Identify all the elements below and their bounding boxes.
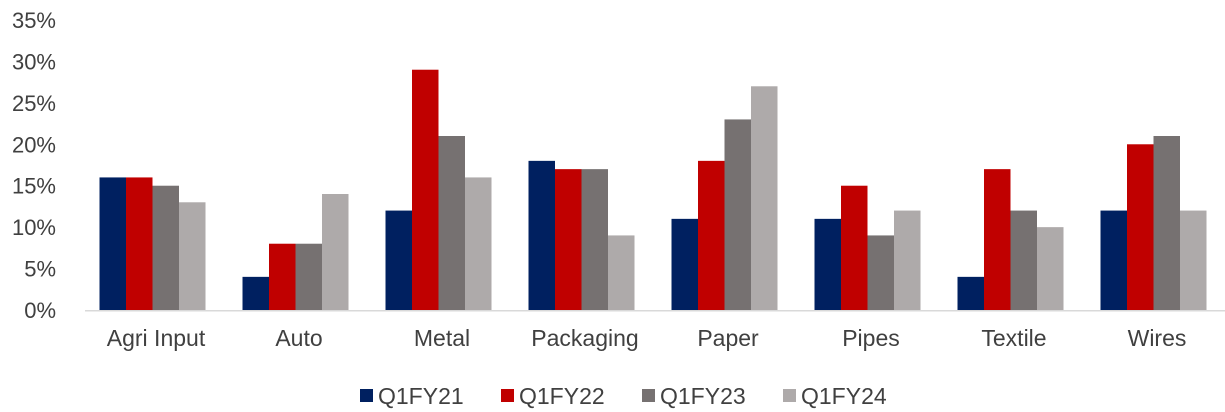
y-tick-label: 0% bbox=[24, 298, 56, 323]
bar-packaging-q1fy21 bbox=[528, 160, 555, 310]
y-tick-label: 20% bbox=[12, 132, 56, 157]
legend-label: Q1FY23 bbox=[660, 383, 746, 409]
legend-swatch bbox=[642, 389, 655, 402]
x-tick-label: Wires bbox=[1128, 325, 1187, 351]
bar-pipes-q1fy21 bbox=[814, 218, 841, 310]
bar-auto-q1fy22 bbox=[269, 243, 296, 310]
bar-paper-q1fy24 bbox=[751, 86, 778, 311]
legend-item-q1fy22: Q1FY22 bbox=[501, 383, 605, 409]
legend-item-q1fy21: Q1FY21 bbox=[360, 383, 464, 409]
x-tick-label: Packaging bbox=[531, 325, 638, 351]
y-tick-label: 10% bbox=[12, 215, 56, 240]
bar-wires-q1fy21 bbox=[1100, 210, 1127, 310]
legend: Q1FY21 Q1FY22 Q1FY23 Q1FY24 bbox=[360, 383, 887, 409]
bar-textile-q1fy21 bbox=[957, 276, 984, 310]
bar-auto-q1fy24 bbox=[322, 194, 349, 310]
bar-packaging-q1fy24 bbox=[608, 235, 635, 310]
legend-swatch bbox=[360, 389, 373, 402]
bar-metal-q1fy21 bbox=[385, 210, 412, 310]
y-tick-label: 5% bbox=[24, 257, 56, 282]
bar-pipes-q1fy23 bbox=[867, 235, 894, 310]
bar-agri-input-q1fy21 bbox=[99, 177, 126, 310]
bar-packaging-q1fy23 bbox=[581, 169, 608, 310]
bar-paper-q1fy21 bbox=[671, 218, 698, 310]
bar-metal-q1fy24 bbox=[465, 177, 492, 310]
bars-group bbox=[99, 69, 1207, 311]
bar-pipes-q1fy24 bbox=[894, 210, 921, 310]
x-tick-label: Pipes bbox=[842, 325, 900, 351]
bar-agri-input-q1fy22 bbox=[126, 177, 153, 310]
bar-wires-q1fy24 bbox=[1180, 210, 1207, 310]
bar-packaging-q1fy22 bbox=[555, 169, 582, 310]
y-tick-label: 30% bbox=[12, 49, 56, 74]
bar-agri-input-q1fy24 bbox=[179, 202, 206, 310]
bar-pipes-q1fy22 bbox=[841, 185, 868, 310]
y-tick-label: 35% bbox=[12, 8, 56, 33]
bar-auto-q1fy23 bbox=[295, 243, 322, 310]
bar-metal-q1fy23 bbox=[438, 136, 465, 310]
bar-paper-q1fy23 bbox=[724, 119, 751, 310]
y-tick-label: 25% bbox=[12, 91, 56, 116]
x-tick-label: Auto bbox=[275, 325, 322, 351]
legend-label: Q1FY22 bbox=[519, 383, 605, 409]
x-tick-label: Textile bbox=[981, 325, 1046, 351]
legend-swatch bbox=[501, 389, 514, 402]
bar-wires-q1fy22 bbox=[1127, 144, 1154, 310]
legend-label: Q1FY21 bbox=[378, 383, 464, 409]
bar-paper-q1fy22 bbox=[698, 160, 725, 310]
legend-item-q1fy24: Q1FY24 bbox=[783, 383, 887, 409]
bar-textile-q1fy22 bbox=[984, 169, 1011, 310]
bar-wires-q1fy23 bbox=[1153, 136, 1180, 310]
bar-auto-q1fy21 bbox=[242, 276, 269, 310]
bar-textile-q1fy24 bbox=[1037, 227, 1064, 310]
legend-label: Q1FY24 bbox=[801, 383, 887, 409]
x-tick-label: Metal bbox=[414, 325, 470, 351]
legend-item-q1fy23: Q1FY23 bbox=[642, 383, 746, 409]
bar-textile-q1fy23 bbox=[1010, 210, 1037, 310]
y-axis: 0% 5% 10% 15% 20% 25% 30% 35% bbox=[12, 8, 56, 323]
bar-agri-input-q1fy23 bbox=[152, 185, 179, 310]
y-tick-label: 15% bbox=[12, 174, 56, 199]
legend-swatch bbox=[783, 389, 796, 402]
x-axis-labels: Agri Input Auto Metal Packaging Paper Pipes Te… bbox=[107, 325, 1187, 351]
x-tick-label: Agri Input bbox=[107, 325, 206, 351]
bar-metal-q1fy22 bbox=[412, 69, 439, 310]
x-tick-label: Paper bbox=[697, 325, 759, 351]
